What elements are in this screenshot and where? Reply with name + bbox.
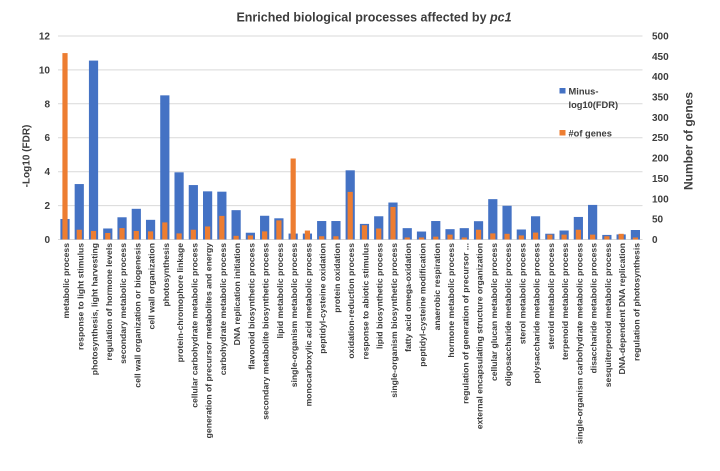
svg-text:regulation of hormone levels: regulation of hormone levels: [104, 243, 114, 361]
svg-text:peptidyl-cysteine modification: peptidyl-cysteine modification: [418, 243, 428, 367]
svg-text:350: 350: [652, 93, 669, 104]
svg-text:regulation of generation of pr: regulation of generation of precursor ..…: [460, 243, 470, 404]
svg-text:400: 400: [652, 72, 669, 83]
svg-text:secondary metabolic process: secondary metabolic process: [118, 243, 128, 364]
svg-text:Minus-: Minus-: [569, 87, 599, 97]
svg-text:generation of precursor metabo: generation of precursor metabolites and …: [204, 243, 214, 439]
svg-text:-Log10 (FDR): -Log10 (FDR): [22, 125, 33, 188]
svg-text:metabolic process: metabolic process: [61, 243, 71, 319]
svg-text:cell wall organization: cell wall organization: [147, 243, 157, 329]
svg-text:150: 150: [652, 174, 669, 185]
svg-text:Enriched biological processes: Enriched biological processes affected b…: [236, 11, 511, 25]
svg-text:protein oxidation: protein oxidation: [332, 243, 342, 313]
svg-text:2: 2: [44, 201, 50, 212]
svg-text:polysaccharide metabolic proce: polysaccharide metabolic process: [532, 243, 542, 384]
svg-text:50: 50: [652, 215, 664, 226]
svg-text:monocarboxylic acid metabolic: monocarboxylic acid metabolic process: [303, 243, 313, 407]
svg-text:hormone metabolic process: hormone metabolic process: [446, 243, 456, 358]
svg-text:200: 200: [652, 154, 669, 165]
svg-text:cellular carbohydrate metaboli: cellular carbohydrate metabolic process: [189, 243, 199, 408]
svg-text:100: 100: [652, 194, 669, 205]
svg-text:oligosaccharide metabolic proc: oligosaccharide metabolic process: [503, 243, 513, 387]
svg-text:Number of genes: Number of genes: [682, 92, 696, 190]
svg-text:300: 300: [652, 113, 669, 124]
svg-text:regulation of photosynthesis: regulation of photosynthesis: [631, 243, 641, 361]
svg-text:lipid biosynthetic process: lipid biosynthetic process: [375, 243, 385, 349]
svg-text:sesquiterpenoid metabolic proc: sesquiterpenoid metabolic process: [603, 243, 613, 387]
svg-text:response to light stimulus: response to light stimulus: [75, 243, 85, 350]
svg-text:6: 6: [44, 133, 50, 144]
svg-text:flavonoid biosynthetic process: flavonoid biosynthetic process: [246, 243, 256, 370]
svg-text:4: 4: [44, 167, 50, 178]
svg-text:DNA replication initiation: DNA replication initiation: [232, 243, 242, 345]
svg-text:protein-chromophore linkage: protein-chromophore linkage: [175, 243, 185, 363]
svg-text:carbohydrate metabolic process: carbohydrate metabolic process: [218, 243, 228, 376]
svg-text:fatty acid omega-oxidation: fatty acid omega-oxidation: [403, 243, 413, 352]
svg-text:steroid metabolic process: steroid metabolic process: [546, 243, 556, 350]
svg-text:cell wall organization or biog: cell wall organization or biogenesis: [132, 243, 142, 388]
svg-text:250: 250: [652, 133, 669, 144]
svg-text:peptidyl-cysteine oxidation: peptidyl-cysteine oxidation: [318, 243, 328, 354]
svg-text:oxidation-reduction process: oxidation-reduction process: [346, 243, 356, 359]
svg-text:sterol metabolic process: sterol metabolic process: [517, 243, 527, 344]
svg-text:single-organism biosynthetic p: single-organism biosynthetic process: [389, 243, 399, 398]
svg-text:single-organism metabolic proc: single-organism metabolic process: [289, 243, 299, 387]
svg-text:lipid metabolic process: lipid metabolic process: [275, 243, 285, 339]
svg-text:single-organism carbohydrate m: single-organism carbohydrate metabolic p…: [574, 243, 584, 444]
svg-text:photosynthesis: photosynthesis: [161, 243, 171, 307]
svg-text:DNA-dependent DNA replication: DNA-dependent DNA replication: [617, 243, 627, 374]
svg-text:cellular glucan metabolic proc: cellular glucan metabolic process: [489, 243, 499, 381]
svg-text:log10(FDR): log10(FDR): [569, 100, 619, 110]
svg-text:0: 0: [652, 235, 658, 246]
svg-text:450: 450: [652, 52, 669, 63]
svg-text:8: 8: [44, 99, 50, 110]
svg-text:12: 12: [39, 32, 51, 43]
svg-text:#of genes: #of genes: [569, 129, 612, 139]
svg-text:500: 500: [652, 32, 669, 43]
svg-text:0: 0: [44, 235, 50, 246]
svg-text:external encapsulating structu: external encapsulating structure organiz…: [475, 243, 485, 429]
svg-text:secondary metabolite biosynthe: secondary metabolite biosynthetic proces…: [261, 243, 271, 420]
svg-text:terpenoid metabolic process: terpenoid metabolic process: [560, 243, 570, 360]
svg-text:10: 10: [39, 65, 51, 76]
svg-text:photosynthesis, light harvesti: photosynthesis, light harvesting: [90, 243, 100, 375]
svg-text:disaccharide metabolic process: disaccharide metabolic process: [589, 243, 599, 374]
svg-text:response to abiotic stimulus: response to abiotic stimulus: [360, 243, 370, 360]
svg-text:anaerobic respiration: anaerobic respiration: [432, 243, 442, 330]
